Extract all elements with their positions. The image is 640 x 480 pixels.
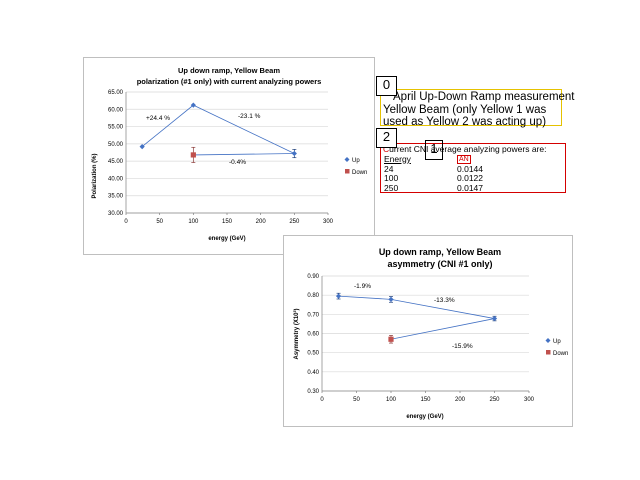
chart1-annotation-up-fall: -23.1 % xyxy=(238,113,261,120)
chart2-point-up xyxy=(335,293,342,299)
table-row: 250 0.0147 xyxy=(384,182,483,194)
table-header-an: AN xyxy=(457,155,471,164)
chart2-y-tick-label: 0.80 xyxy=(307,293,319,299)
annotation-tag-1: 1 xyxy=(425,140,443,160)
chart2-title-line2: asymmetry (CNI #1 only) xyxy=(387,259,492,269)
chart1-annotation-down: -0.4% xyxy=(229,159,246,166)
chart1-x-tick-label: 250 xyxy=(289,219,300,225)
chart1-legend-up-marker xyxy=(344,157,350,162)
chart2-point-down xyxy=(388,336,394,342)
polarization-chart-svg: Up down ramp, Yellow Beam polarization (… xyxy=(92,66,367,242)
chart2-y-axis-label: Asymmetry (X10³) xyxy=(293,308,300,359)
note0-line1: April Up-Down Ramp measurement xyxy=(393,91,575,103)
chart1-y-tick-label: 65.00 xyxy=(108,90,124,96)
chart1-series-line xyxy=(193,153,295,156)
chart2-point-up xyxy=(388,296,394,302)
note2-heading: Current CNI average analyzing powers are… xyxy=(383,145,563,154)
chart2-y-tick-label: 0.60 xyxy=(307,332,319,338)
chart1-title-line1: Up down ramp, Yellow Beam xyxy=(178,66,280,75)
chart1-legend-up-label: Up xyxy=(352,158,360,164)
chart1-series-line xyxy=(141,104,295,154)
chart2-legend: Up Down xyxy=(545,338,568,357)
chart2-legend-up-label: Up xyxy=(553,339,561,345)
chart2-x-tick-label: 250 xyxy=(489,397,500,403)
analyzing-powers-box: Current CNI average analyzing powers are… xyxy=(380,143,566,193)
chart1-y-tick-label: 30.00 xyxy=(108,211,124,217)
chart2-y-tick-label: 0.30 xyxy=(307,389,319,395)
table-cell-an: 0.0122 xyxy=(457,173,483,183)
table-row: 100 0.0122 xyxy=(384,173,483,184)
table-cell-energy: 24 xyxy=(384,163,394,174)
chart2-y-tick-label: 0.40 xyxy=(307,370,319,376)
chart2-y-tick-label: 0.70 xyxy=(307,312,319,318)
chart1-point-up xyxy=(139,144,145,150)
note2-heading-rest: urrent CNI average analyzing powers are: xyxy=(389,144,547,154)
chart1-point-up xyxy=(291,150,297,157)
chart1-y-tick-label: 35.00 xyxy=(108,194,124,200)
annotation-tag-0: 0 xyxy=(376,76,397,96)
chart1-x-tick-label: 100 xyxy=(188,219,199,225)
chart1-legend: Up Down xyxy=(344,157,367,176)
table-cell-energy: 100 xyxy=(384,173,399,183)
chart1-y-tick-label: 50.00 xyxy=(108,142,124,148)
note0-line2: Yellow Beam (only Yellow 1 was xyxy=(383,103,547,116)
chart2-legend-up-marker xyxy=(545,338,551,343)
chart2-x-tick-label: 300 xyxy=(524,397,535,403)
chart2-series-line xyxy=(390,318,495,340)
chart1-x-tick-label: 150 xyxy=(222,219,233,225)
chart2-x-tick-label: 50 xyxy=(353,397,360,403)
chart1-y-tick-label: 60.00 xyxy=(108,107,124,113)
note0-line3: used as Yellow 2 was acting up) xyxy=(383,116,547,128)
chart1-x-axis-label: energy (GeV) xyxy=(208,236,245,242)
asymmetry-chart-svg: Up down ramp, Yellow Beam asymmetry (CNI… xyxy=(293,247,568,420)
chart2-x-tick-label: 0 xyxy=(320,397,324,403)
chart1-y-tick-label: 40.00 xyxy=(108,176,124,182)
table-header-row: Energy AN xyxy=(384,154,483,165)
chart2-y-tick-label: 0.90 xyxy=(307,274,319,280)
measurement-note-box: April Up-Down Ramp measurement Yellow Be… xyxy=(380,89,575,128)
chart2-legend-down-marker xyxy=(546,350,551,355)
note2-heading-initial: C xyxy=(383,144,390,154)
chart2-annotation-2: -13.3% xyxy=(434,297,455,304)
chart1-x-tick-label: 200 xyxy=(256,219,267,225)
chart1-point-up xyxy=(190,102,196,108)
chart2-x-tick-label: 100 xyxy=(386,397,397,403)
chart1-x-tick-label: 300 xyxy=(323,219,334,225)
chart2-x-tick-label: 150 xyxy=(420,397,431,403)
chart2-annotation-3: -15.9% xyxy=(452,343,473,350)
table-header-energy: Energy xyxy=(384,153,411,164)
chart2-point-up xyxy=(491,315,498,322)
chart1-y-tick-label: 45.00 xyxy=(108,159,124,165)
table-cell-energy: 250 xyxy=(384,182,399,193)
chart1-x-tick-label: 50 xyxy=(156,219,163,225)
table-cell-an: 0.0147 xyxy=(457,182,483,193)
table-row: 24 0.0144 xyxy=(384,163,483,175)
chart1-legend-down-label: Down xyxy=(352,170,367,176)
chart2-annotation-1: -1.9% xyxy=(354,283,371,290)
chart1-x-tick-label: 0 xyxy=(124,219,128,225)
chart1-y-axis-label: Polarization (%) xyxy=(92,153,98,198)
analyzing-powers-table: Energy AN 24 0.0144 100 0.0122 250 0.014… xyxy=(384,154,483,193)
chart2-y-tick-label: 0.50 xyxy=(307,351,319,357)
chart1-point-down xyxy=(190,152,196,158)
chart1-legend-down-marker xyxy=(345,169,350,174)
chart2-x-axis-label: energy (GeV) xyxy=(406,414,443,420)
chart1-y-tick-label: 55.00 xyxy=(108,125,124,131)
asymmetry-chart: Up down ramp, Yellow Beam asymmetry (CNI… xyxy=(283,235,573,427)
polarization-chart: Up down ramp, Yellow Beam polarization (… xyxy=(83,57,375,255)
chart2-legend-down-label: Down xyxy=(553,351,568,357)
chart1-title-line2: polarization (#1 only) with current anal… xyxy=(137,77,322,86)
chart2-series-line xyxy=(338,295,495,319)
annotation-tag-2: 2 xyxy=(376,128,397,148)
chart2-x-tick-label: 200 xyxy=(455,397,466,403)
chart1-annotation-up-rise: +24.4 % xyxy=(146,115,170,122)
table-cell-an: 0.0144 xyxy=(457,163,483,174)
chart2-title-line1: Up down ramp, Yellow Beam xyxy=(379,247,501,257)
